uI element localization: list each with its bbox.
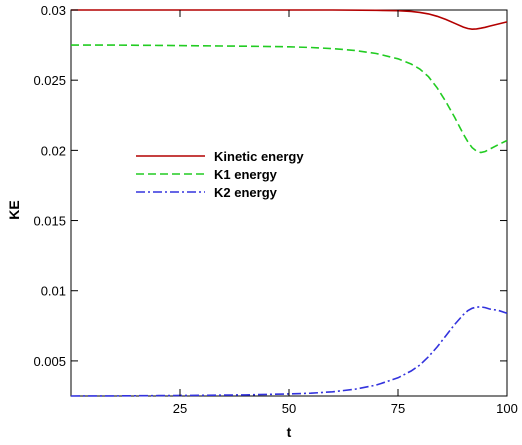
x-axis-title: t [287,424,292,440]
x-tick-label: 25 [173,401,187,416]
x-tick-label: 50 [282,401,296,416]
y-tick-label: 0.01 [41,284,66,299]
tick-layer: 25 50 75 100 0.005 0.01 0.015 0.02 0.025 0.03 [33,3,517,416]
y-tick-label: 0.03 [41,3,66,18]
y-axis-title: KE [6,200,22,219]
plot-frame [70,9,508,397]
series-line-k1-energy [71,44,508,154]
legend: Kinetic energy K1 energy K2 energy [136,149,304,200]
series-layer [70,9,508,397]
y-tick-label: 0.015 [33,214,66,229]
legend-item-kinetic-energy: Kinetic energy [136,149,304,164]
legend-label-k2-energy: K2 energy [214,185,278,200]
series-line-kinetic-energy [71,9,508,31]
legend-label-k1-energy: K1 energy [214,167,278,182]
y-tick-label: 0.025 [33,73,66,88]
legend-item-k1-energy: K1 energy [136,167,278,182]
x-tick-label: 75 [391,401,405,416]
series-line-k2-energy [70,306,508,397]
y-tick-label: 0.02 [41,143,66,158]
x-tick-label: 100 [496,401,518,416]
legend-label-kinetic-energy: Kinetic energy [214,149,304,164]
y-tick-label: 0.005 [33,354,66,369]
legend-item-k2-energy: K2 energy [136,185,278,200]
